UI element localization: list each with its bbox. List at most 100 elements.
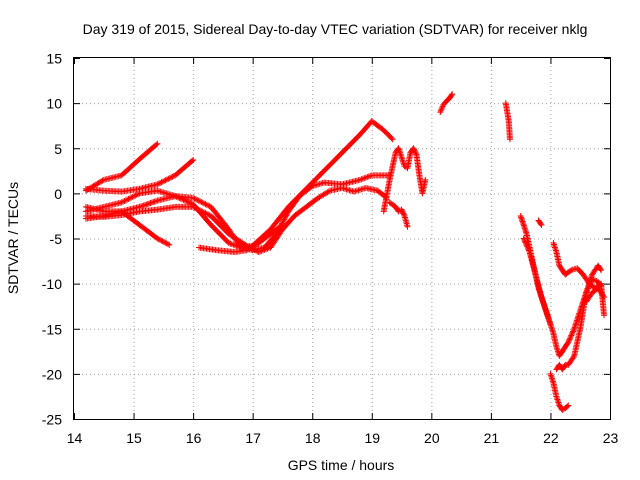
data-point (163, 240, 170, 247)
y-tick-label: 15 (46, 51, 62, 67)
data-point (567, 267, 574, 274)
data-point (566, 336, 573, 343)
data-point (506, 136, 513, 143)
data-point (190, 203, 197, 210)
data-point (125, 195, 132, 202)
data-point (257, 248, 264, 255)
x-tick-label: 15 (126, 430, 142, 446)
data-point (404, 223, 411, 230)
data-point (400, 210, 407, 217)
data-point (198, 208, 205, 215)
data-point (537, 220, 544, 227)
data-point (199, 208, 206, 215)
data-point (524, 243, 531, 250)
data-point (439, 104, 446, 111)
data-point (122, 197, 129, 204)
x-tick-label: 21 (484, 430, 500, 446)
data-point (183, 198, 190, 205)
data-point (523, 240, 530, 247)
data-point (194, 205, 201, 212)
data-point (410, 145, 417, 152)
x-tick-label: 14 (67, 430, 83, 446)
data-point (422, 176, 429, 183)
data-point (260, 247, 267, 254)
y-tick-label: 0 (54, 186, 62, 202)
data-point (230, 241, 237, 248)
data-point (524, 244, 531, 251)
data-point (600, 292, 607, 299)
data-point (264, 245, 271, 252)
data-point (361, 175, 368, 182)
data-point (192, 205, 199, 212)
data-point (282, 213, 289, 220)
data-point (157, 236, 164, 243)
data-point (120, 198, 127, 205)
data-point (523, 242, 530, 249)
data-point (99, 177, 106, 184)
data-point (191, 204, 198, 211)
data-point (131, 193, 138, 200)
data-point (195, 206, 202, 213)
data-point (325, 188, 332, 195)
data-point (154, 235, 161, 242)
x-tick-label: 19 (364, 430, 380, 446)
data-point (202, 201, 209, 208)
data-point (155, 180, 162, 187)
data-point (538, 221, 545, 228)
data-point (388, 135, 395, 142)
y-tick-label: 5 (54, 141, 62, 157)
data-point (128, 194, 135, 201)
data-point (194, 196, 201, 203)
data-point (258, 247, 265, 254)
data-point (570, 354, 577, 361)
data-point (570, 327, 577, 334)
x-tick-label: 16 (186, 430, 202, 446)
data-point (190, 156, 197, 163)
data-point (521, 238, 528, 245)
data-point (365, 173, 372, 180)
data-point (190, 194, 197, 201)
x-tick-label: 18 (305, 430, 321, 446)
data-point (157, 179, 164, 186)
x-tick-label: 20 (424, 430, 440, 446)
data-point (255, 249, 262, 256)
data-point (412, 150, 419, 157)
data-point (367, 172, 374, 179)
data-point (162, 177, 169, 184)
data-point (565, 337, 572, 344)
y-tick-labels: 15 10 5 0 -5 -10 -15 -20 -25 (42, 51, 62, 428)
data-point (132, 192, 139, 199)
data-point (364, 174, 371, 181)
data-point (165, 175, 172, 182)
data-point (565, 339, 572, 346)
data-point (399, 207, 406, 214)
data-point (160, 239, 167, 246)
data-point (568, 331, 575, 338)
data-point (597, 265, 604, 272)
data-point (283, 211, 290, 218)
data-point (166, 175, 173, 182)
x-tick-label: 23 (603, 430, 619, 446)
data-point (261, 246, 268, 253)
data-point (411, 147, 418, 154)
data-point (154, 140, 161, 147)
axis-ticks (74, 58, 611, 420)
data-point (567, 333, 574, 340)
data-point (283, 212, 290, 219)
data-point (438, 106, 445, 113)
data-point (154, 181, 161, 188)
data-point (437, 109, 444, 116)
data-point (522, 239, 529, 246)
data-point (359, 175, 366, 182)
data-point (169, 173, 176, 180)
data-point (153, 141, 160, 148)
data-point (191, 195, 198, 202)
data-point (159, 178, 166, 185)
y-tick-label: -15 (42, 321, 62, 337)
data-point (521, 236, 528, 243)
data-point (601, 294, 608, 301)
data-point (118, 199, 125, 206)
data-point (358, 176, 365, 183)
data-point (564, 403, 571, 410)
